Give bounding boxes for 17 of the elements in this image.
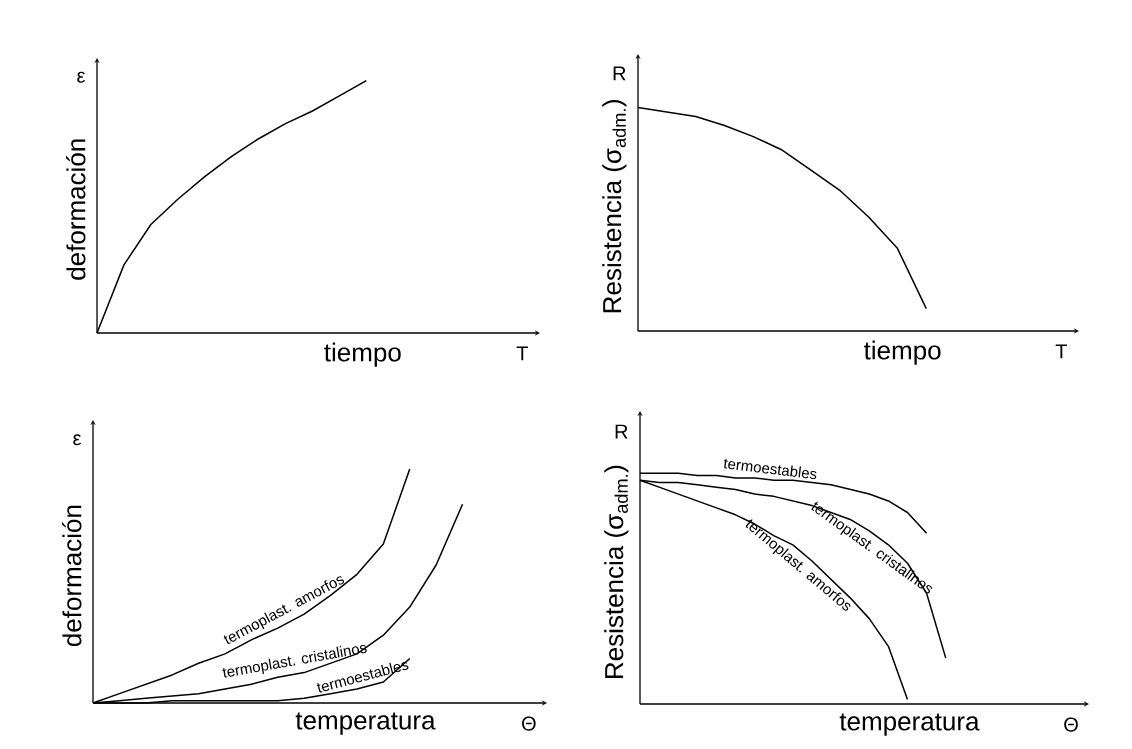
x-axis-title: tiempo (324, 342, 401, 367)
x-axis-title: temperatura (839, 713, 980, 736)
text: ε (77, 71, 86, 83)
y-axis-title: Resistencia (σ$_{adm.}$) (604, 465, 629, 678)
text: T (1055, 344, 1068, 359)
text: termoestables (724, 458, 817, 480)
text: R (613, 66, 626, 81)
x-axis-title: temperatura (295, 712, 436, 735)
text: T (516, 346, 528, 361)
text: Θ (522, 716, 536, 731)
text: Θ (1064, 717, 1078, 732)
text: R (615, 424, 628, 439)
x-axis-title: tiempo (863, 340, 941, 365)
y-axis-title: deformación (66, 139, 86, 280)
text: ε (73, 434, 82, 446)
y-axis-title: deformación (62, 505, 82, 647)
y-axis-title: Resistencia (σ$_{adm.}$) (602, 100, 627, 313)
